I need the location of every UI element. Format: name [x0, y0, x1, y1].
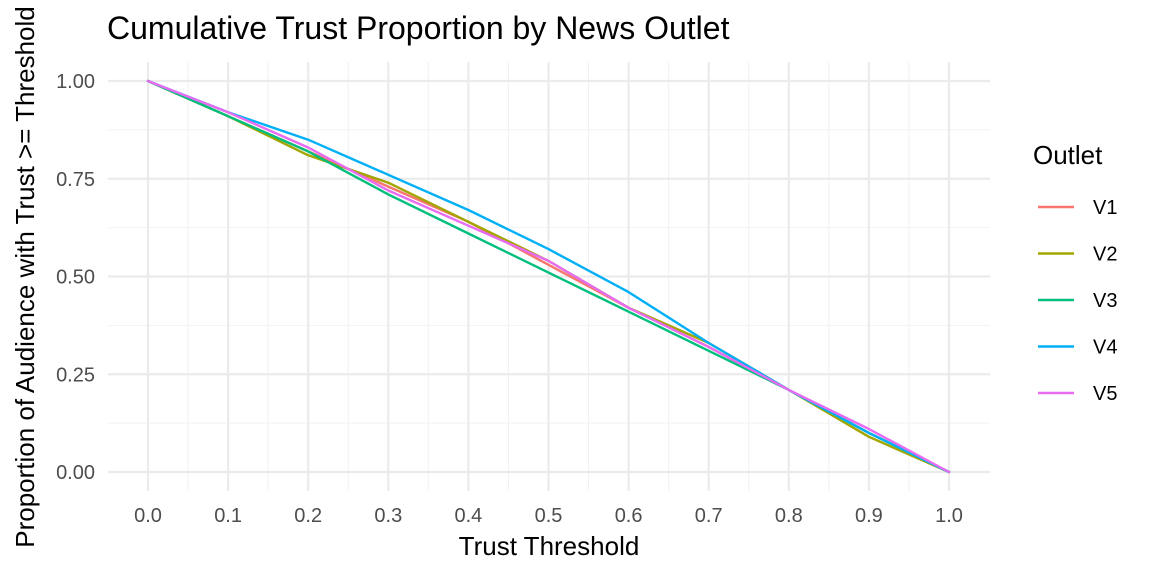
- y-tick-label: 0.00: [56, 462, 95, 484]
- legend-items: V1 V2 V3 V4 V5: [1038, 197, 1117, 405]
- x-tick-label: 0.3: [374, 505, 402, 527]
- y-tick-label: 1.00: [56, 71, 95, 93]
- legend-item-v1: V1: [1038, 197, 1117, 219]
- legend-item-v3: V3: [1038, 290, 1117, 312]
- legend-label: V4: [1093, 337, 1117, 359]
- x-tick-label: 0.5: [535, 505, 563, 527]
- grid: [108, 62, 990, 491]
- legend-item-v4: V4: [1038, 337, 1117, 359]
- y-tick-label: 0.50: [56, 267, 95, 289]
- x-tick-label: 0.6: [615, 505, 643, 527]
- x-axis-tick-labels: 0.0 0.1 0.2 0.3 0.4 0.5 0.6 0.7 0.8 0.9 1.0: [134, 505, 963, 527]
- x-tick-label: 0.7: [695, 505, 723, 527]
- legend-label: V5: [1093, 383, 1117, 405]
- x-tick-label: 0.4: [454, 505, 482, 527]
- legend-title: Outlet: [1033, 140, 1103, 170]
- legend-label: V3: [1093, 290, 1117, 312]
- legend-item-v5: V5: [1038, 383, 1117, 405]
- x-tick-label: 0.8: [775, 505, 803, 527]
- x-tick-label: 0.1: [214, 505, 242, 527]
- x-tick-label: 0.9: [855, 505, 883, 527]
- y-tick-label: 0.25: [56, 364, 95, 386]
- legend-label: V2: [1093, 244, 1117, 266]
- y-axis-title: Proportion of Audience with Trust >= Thr…: [10, 6, 40, 548]
- legend-label: V1: [1093, 197, 1117, 219]
- series-lines: [146, 79, 951, 474]
- legend: Outlet V1 V2 V3 V4 V5: [1033, 140, 1117, 405]
- x-tick-label: 0.0: [134, 505, 162, 527]
- x-tick-label: 0.2: [294, 505, 322, 527]
- chart-title: Cumulative Trust Proportion by News Outl…: [107, 10, 730, 46]
- x-tick-label: 1.0: [935, 505, 963, 527]
- legend-item-v2: V2: [1038, 244, 1117, 266]
- series-line-v5: [146, 79, 951, 474]
- x-axis-title: Trust Threshold: [459, 531, 640, 561]
- y-tick-label: 0.75: [56, 169, 95, 191]
- y-axis-tick-labels: 0.00 0.25 0.50 0.75 1.00: [56, 71, 95, 484]
